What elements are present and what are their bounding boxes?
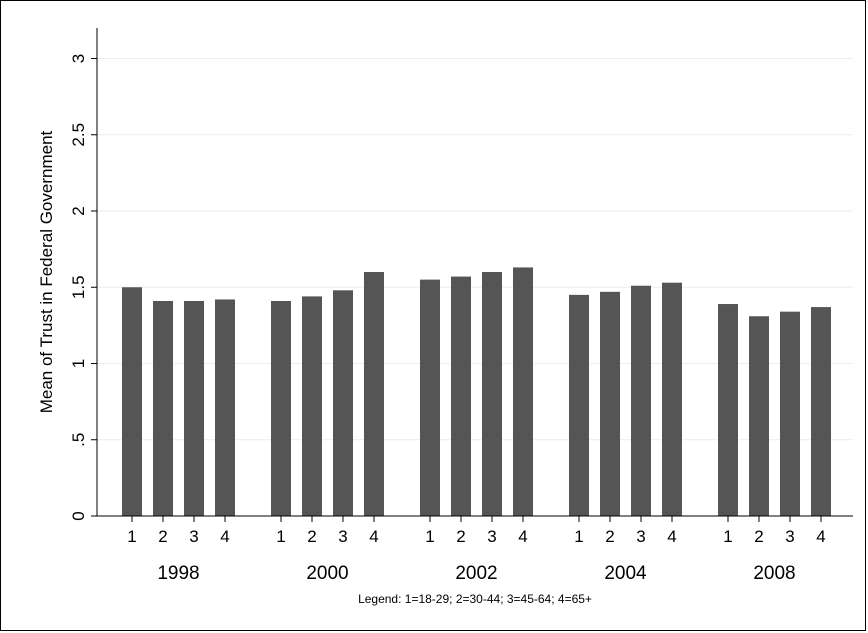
x-group-label: 2000 xyxy=(306,563,348,584)
y-tick-label: 1 xyxy=(69,359,88,368)
x-category-label: 4 xyxy=(220,527,229,546)
bar xyxy=(215,299,235,516)
bar xyxy=(122,287,142,516)
y-tick-label: 2 xyxy=(69,206,88,215)
x-group-label: 2002 xyxy=(455,563,497,584)
bar xyxy=(482,272,502,516)
x-category-label: 2 xyxy=(158,527,167,546)
bar xyxy=(364,272,384,516)
x-category-label: 4 xyxy=(816,527,825,546)
y-tick-label: 0 xyxy=(69,511,88,520)
x-category-label: 2 xyxy=(754,527,763,546)
x-category-label: 4 xyxy=(667,527,676,546)
y-axis-title: Mean of Trust in Federal Government xyxy=(37,130,56,413)
bar xyxy=(780,311,800,516)
x-group-label: 2008 xyxy=(753,563,795,584)
bar xyxy=(718,304,738,516)
y-tick-label: .5 xyxy=(69,433,88,447)
y-ticks: 0 .5 1 1.5 2 2.5 3 xyxy=(69,54,97,521)
bar xyxy=(153,300,173,516)
x-category-label: 1 xyxy=(574,527,583,546)
bar xyxy=(420,279,440,516)
y-tick-label: 3 xyxy=(69,54,88,63)
bar xyxy=(600,291,620,516)
x-category-label: 3 xyxy=(189,527,198,546)
x-category-label: 2 xyxy=(307,527,316,546)
legend-note: Legend: 1=18-29; 2=30-44; 3=45-64; 4=65+ xyxy=(358,592,592,606)
bar xyxy=(749,316,769,516)
bar xyxy=(811,307,831,516)
y-tick-label: 2.5 xyxy=(69,123,88,147)
x-category-label: 4 xyxy=(518,527,527,546)
plot-area xyxy=(97,28,853,516)
x-category-label: 1 xyxy=(723,527,732,546)
x-category-label: 4 xyxy=(369,527,378,546)
x-category-label: 3 xyxy=(338,527,347,546)
x-category-label: 2 xyxy=(605,527,614,546)
x-category-label: 1 xyxy=(276,527,285,546)
x-labels: 1 2 3 4 1998 1 2 3 4 2000 1 2 3 4 2002 1 2 3 4 2004 1 2 3 4 2008 xyxy=(127,516,826,584)
x-category-label: 3 xyxy=(785,527,794,546)
bar xyxy=(631,285,651,516)
x-category-label: 3 xyxy=(636,527,645,546)
bar xyxy=(513,267,533,516)
bar xyxy=(184,300,204,516)
x-category-label: 3 xyxy=(487,527,496,546)
bar xyxy=(271,300,291,516)
bars xyxy=(122,267,831,516)
bar xyxy=(662,282,682,516)
bar xyxy=(569,294,589,516)
x-category-label: 1 xyxy=(127,527,136,546)
bar xyxy=(302,296,322,516)
bar xyxy=(333,290,353,516)
x-category-label: 1 xyxy=(425,527,434,546)
x-category-label: 2 xyxy=(456,527,465,546)
x-group-label: 2004 xyxy=(604,563,647,584)
bar xyxy=(451,276,471,516)
x-group-label: 1998 xyxy=(157,563,199,584)
y-tick-label: 1.5 xyxy=(69,275,88,299)
